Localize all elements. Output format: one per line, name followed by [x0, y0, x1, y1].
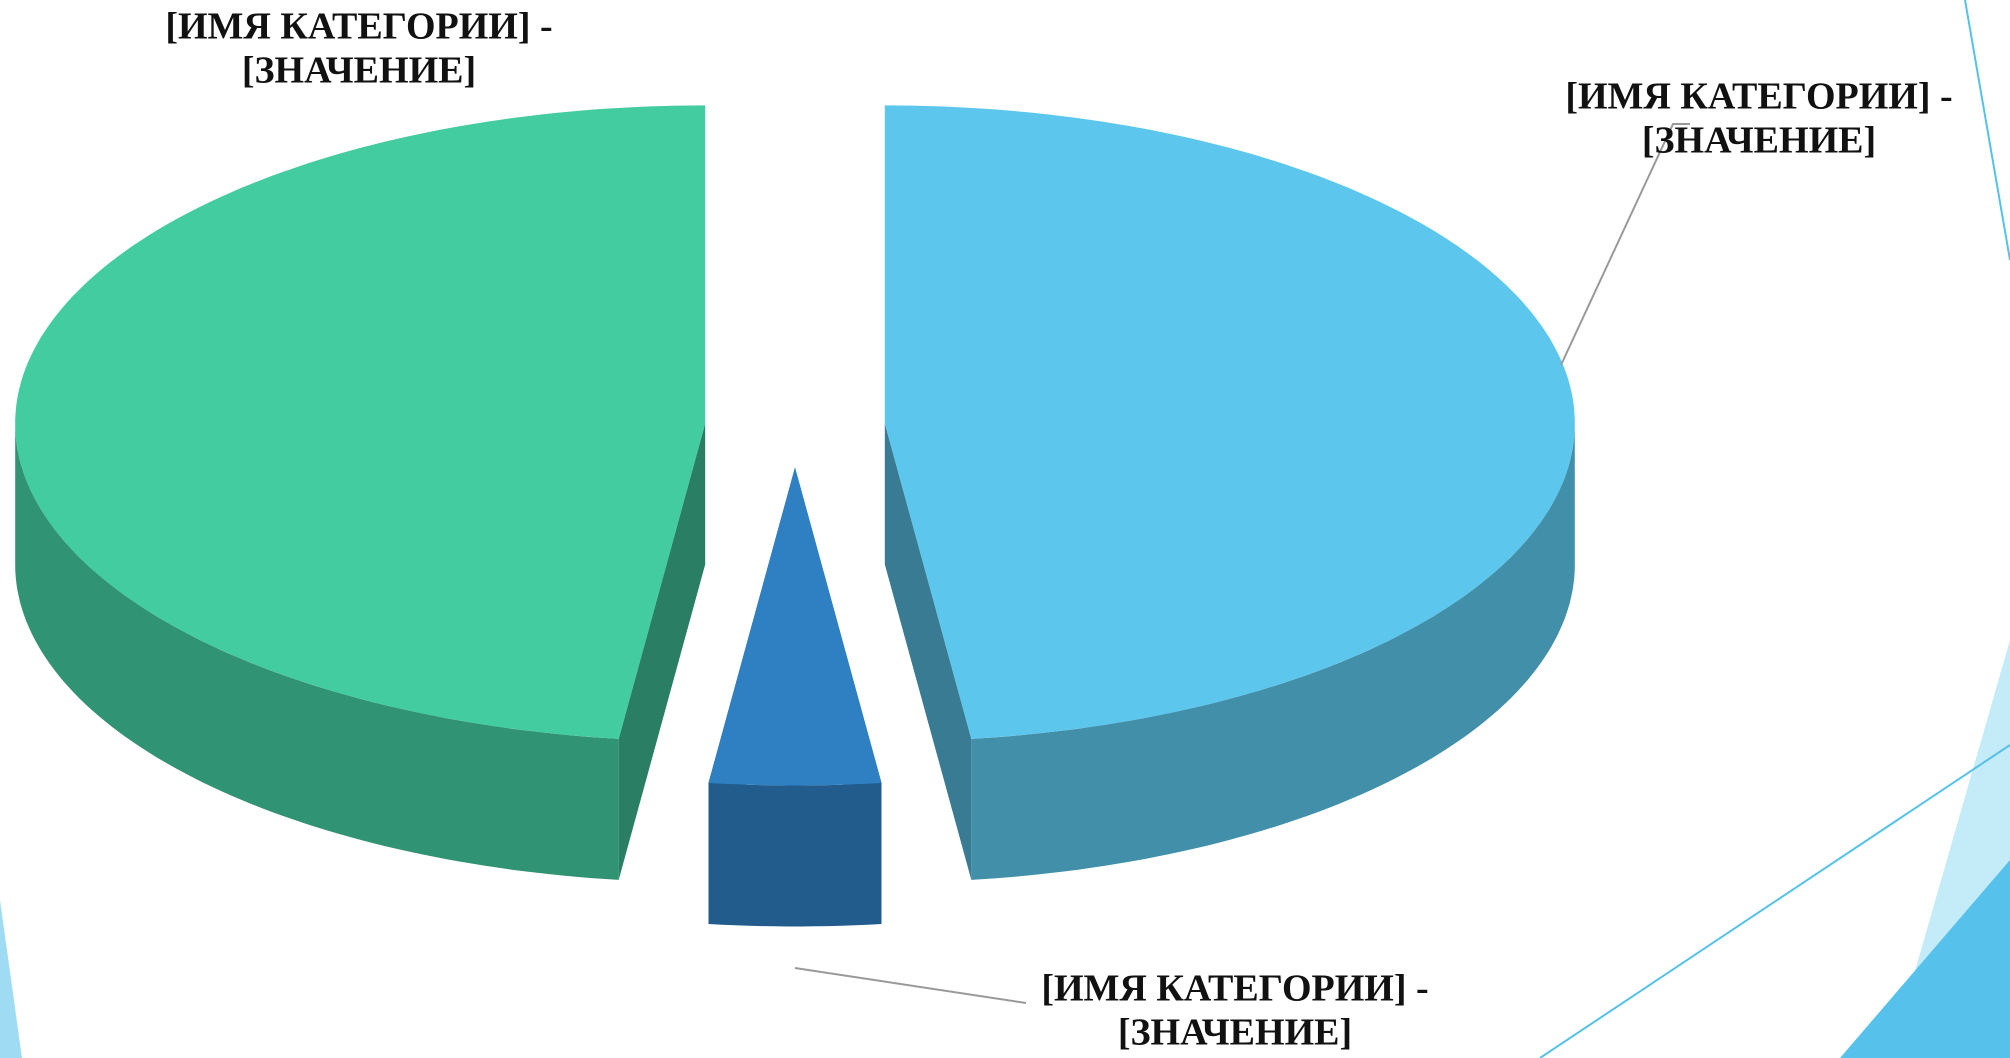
- data-label: [ЗНАЧЕНИЕ]: [1642, 120, 1876, 162]
- data-label: [ИМЯ КАТЕГОРИИ] -: [165, 6, 552, 48]
- slice: [708, 467, 882, 786]
- slice-wall: [971, 423, 1575, 880]
- data-label: [ЗНАЧЕНИЕ]: [242, 50, 476, 92]
- slice-tops: [15, 105, 1575, 786]
- slice-side: [884, 423, 972, 880]
- edge-triangle: [0, 900, 22, 1058]
- slice: [15, 105, 706, 739]
- corner-triangle: [1840, 860, 2010, 1058]
- slice-wall: [15, 423, 619, 880]
- leader-line: [794, 967, 1027, 1004]
- data-labels: [ИМЯ КАТЕГОРИИ] -[ЗНАЧЕНИЕ][ИМЯ КАТЕГОРИ…: [165, 6, 1952, 1054]
- data-label: [ЗНАЧЕНИЕ]: [1118, 1012, 1352, 1054]
- data-label: [ИМЯ КАТЕГОРИИ] -: [1565, 76, 1952, 118]
- data-label: [ИМЯ КАТЕГОРИИ] -: [1041, 968, 1428, 1010]
- slice: [884, 105, 1575, 739]
- leader-line: [1560, 123, 1690, 366]
- decor-line: [1539, 744, 2010, 1058]
- slice-side: [618, 423, 706, 880]
- slice-wall: [708, 783, 882, 927]
- decor-line: [1964, 0, 2010, 261]
